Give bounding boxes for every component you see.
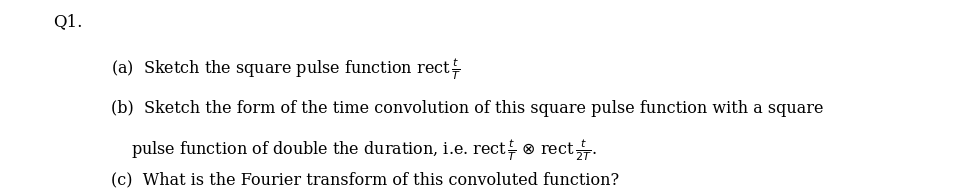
Text: (a)  Sketch the square pulse function rect$\,\frac{t}{T}$: (a) Sketch the square pulse function rec… bbox=[111, 56, 461, 82]
Text: (b)  Sketch the form of the time convolution of this square pulse function with : (b) Sketch the form of the time convolut… bbox=[111, 100, 824, 117]
Text: Q1.: Q1. bbox=[53, 13, 82, 30]
Text: pulse function of double the duration, i.e. rect$\,\frac{t}{T}$ $\otimes$ rect$\: pulse function of double the duration, i… bbox=[131, 137, 597, 163]
Text: (c)  What is the Fourier transform of this convoluted function?: (c) What is the Fourier transform of thi… bbox=[111, 171, 619, 188]
